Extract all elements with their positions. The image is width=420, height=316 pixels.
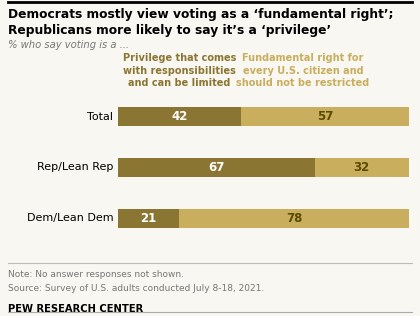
Bar <box>241 107 409 126</box>
Text: Democrats mostly view voting as a ‘fundamental right’;: Democrats mostly view voting as a ‘funda… <box>8 8 394 21</box>
Text: Fundamental right for
every U.S. citizen and
should not be restricted: Fundamental right for every U.S. citizen… <box>236 53 370 88</box>
Text: Republicans more likely to say it’s a ‘privilege’: Republicans more likely to say it’s a ‘p… <box>8 24 331 37</box>
Text: 67: 67 <box>208 161 224 174</box>
Bar <box>118 158 315 177</box>
Text: Privilege that comes
with responsibilities
and can be limited: Privilege that comes with responsibiliti… <box>123 53 236 88</box>
Bar <box>315 158 409 177</box>
Text: 57: 57 <box>317 110 333 123</box>
Text: Dem/Lean Dem: Dem/Lean Dem <box>26 213 113 223</box>
Text: 21: 21 <box>140 212 157 225</box>
Text: 32: 32 <box>354 161 370 174</box>
Bar <box>118 209 179 228</box>
Text: Rep/Lean Rep: Rep/Lean Rep <box>37 162 113 173</box>
Bar <box>179 209 409 228</box>
Text: Note: No answer responses not shown.: Note: No answer responses not shown. <box>8 270 184 279</box>
Text: 42: 42 <box>171 110 187 123</box>
Bar <box>118 107 241 126</box>
Text: Source: Survey of U.S. adults conducted July 8-18, 2021.: Source: Survey of U.S. adults conducted … <box>8 284 265 293</box>
Text: 78: 78 <box>286 212 302 225</box>
Text: PEW RESEARCH CENTER: PEW RESEARCH CENTER <box>8 304 144 314</box>
Text: % who say voting is a ...: % who say voting is a ... <box>8 40 129 50</box>
Text: Total: Total <box>87 112 113 122</box>
